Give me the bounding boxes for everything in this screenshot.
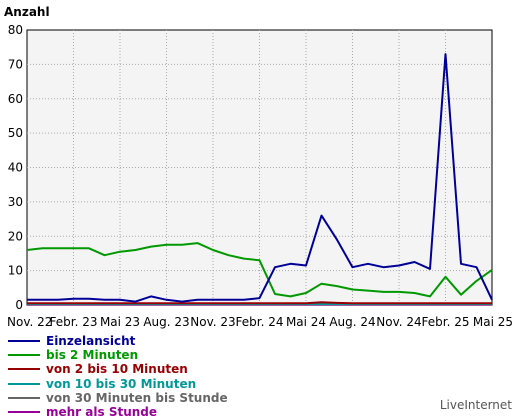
- x-tick-label: Nov. 23: [190, 315, 235, 329]
- legend-swatch: [8, 411, 40, 414]
- legend: Einzelansicht bis 2 Minuten von 2 bis 10 M…: [8, 334, 228, 419]
- legend-item: mehr als Stunde: [8, 405, 228, 419]
- legend-item: von 10 bis 30 Minuten: [8, 377, 228, 391]
- credit-label: LiveInternet: [439, 398, 512, 412]
- legend-label: von 10 bis 30 Minuten: [46, 376, 197, 391]
- y-tick-label: 10: [8, 264, 23, 278]
- series-line-0: [27, 53, 493, 303]
- legend-label: mehr als Stunde: [46, 405, 158, 419]
- y-tick-label: 40: [8, 161, 23, 175]
- x-tick-label: Nov. 22: [7, 315, 52, 329]
- legend-swatch: [8, 354, 40, 357]
- legend-item: von 30 Minuten bis Stunde: [8, 391, 228, 405]
- x-tick-label: Mai 25: [473, 315, 513, 329]
- series-line-1: [26, 242, 493, 298]
- y-axis-label: Anzahl: [4, 5, 50, 19]
- x-tick-label: Febr. 25: [422, 315, 470, 329]
- y-tick-label: 80: [8, 23, 23, 37]
- legend-swatch: [8, 382, 40, 385]
- x-tick-label: Febr. 23: [50, 315, 98, 329]
- x-tick-label: Aug. 24: [329, 315, 375, 329]
- y-tick-label: 20: [8, 229, 23, 243]
- legend-label: von 30 Minuten bis Stunde: [46, 390, 228, 405]
- legend-item: von 2 bis 10 Minuten: [8, 362, 228, 376]
- series-lines: [26, 53, 493, 306]
- x-tick-label: Nov. 24: [376, 315, 421, 329]
- x-tick-label: Febr. 24: [236, 315, 284, 329]
- x-tick-label: Mai 24: [286, 315, 326, 329]
- y-tick-label: 30: [8, 195, 23, 209]
- series-line-2: [27, 301, 492, 305]
- legend-swatch: [8, 368, 40, 371]
- legend-label: bis 2 Minuten: [46, 348, 139, 363]
- legend-swatch: [8, 340, 40, 343]
- x-tick-label: Aug. 23: [143, 315, 189, 329]
- y-tick-label: 0: [15, 298, 23, 312]
- y-ticks: 0 10 20 30 40 50 60 70 80: [8, 23, 23, 312]
- grid: [27, 30, 492, 305]
- y-tick-label: 60: [8, 92, 23, 106]
- legend-item: Einzelansicht: [8, 334, 228, 348]
- y-tick-label: 50: [8, 126, 23, 140]
- legend-swatch: [8, 396, 40, 399]
- y-tick-label: 70: [8, 57, 23, 71]
- legend-label: Einzelansicht: [46, 334, 136, 349]
- legend-item: bis 2 Minuten: [8, 348, 228, 362]
- x-tick-label: Mai 23: [100, 315, 140, 329]
- legend-label: von 2 bis 10 Minuten: [46, 362, 188, 377]
